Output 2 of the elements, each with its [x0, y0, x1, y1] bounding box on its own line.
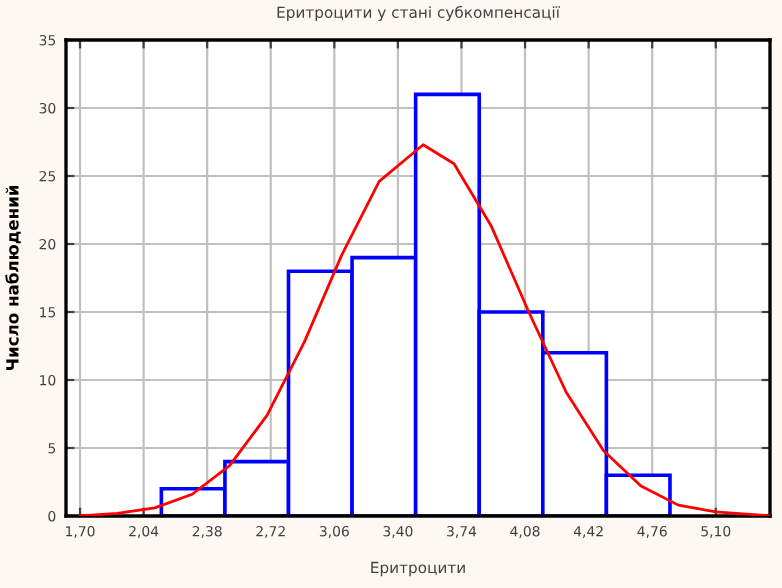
- line-series: [78, 143, 770, 516]
- y-axis-title: Число наблюдений: [5, 185, 21, 371]
